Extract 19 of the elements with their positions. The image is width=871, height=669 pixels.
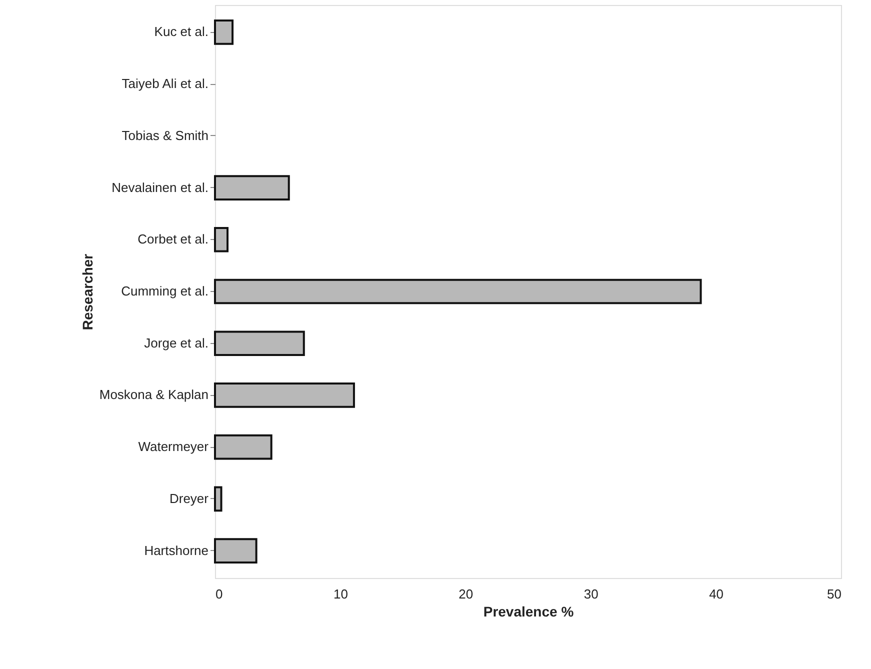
y-tick-label: Hartshorne bbox=[144, 542, 208, 558]
y-tick-label: Jorge et al. bbox=[144, 335, 208, 350]
x-tick-label: 10 bbox=[333, 586, 348, 602]
y-tick-label: Dreyer bbox=[169, 490, 210, 506]
y-tick-label: Kuc et al. bbox=[154, 24, 208, 40]
y-tick-label: Corbet et al. bbox=[138, 232, 208, 247]
x-tick-label: 0 bbox=[216, 586, 223, 602]
x-tick-label: 50 bbox=[827, 586, 842, 602]
y-axis-title: Researcher bbox=[79, 253, 96, 330]
x-tick-label: 30 bbox=[584, 586, 598, 602]
y-tick-label: Tobias & Smith bbox=[122, 128, 208, 143]
x-tick-label: 20 bbox=[458, 586, 474, 602]
y-tick-label: Watermeyer bbox=[138, 439, 210, 454]
y-tick-label: Nevalainen et al. bbox=[112, 180, 208, 195]
y-tick-label: Taiyeb Ali et al. bbox=[122, 76, 208, 92]
y-tick-label: Cumming et al. bbox=[121, 284, 208, 298]
y-tick-label: Moskona & Kaplan bbox=[99, 387, 208, 402]
x-tick-label: 40 bbox=[709, 586, 724, 602]
x-axis-title: Prevalence % bbox=[483, 604, 574, 620]
